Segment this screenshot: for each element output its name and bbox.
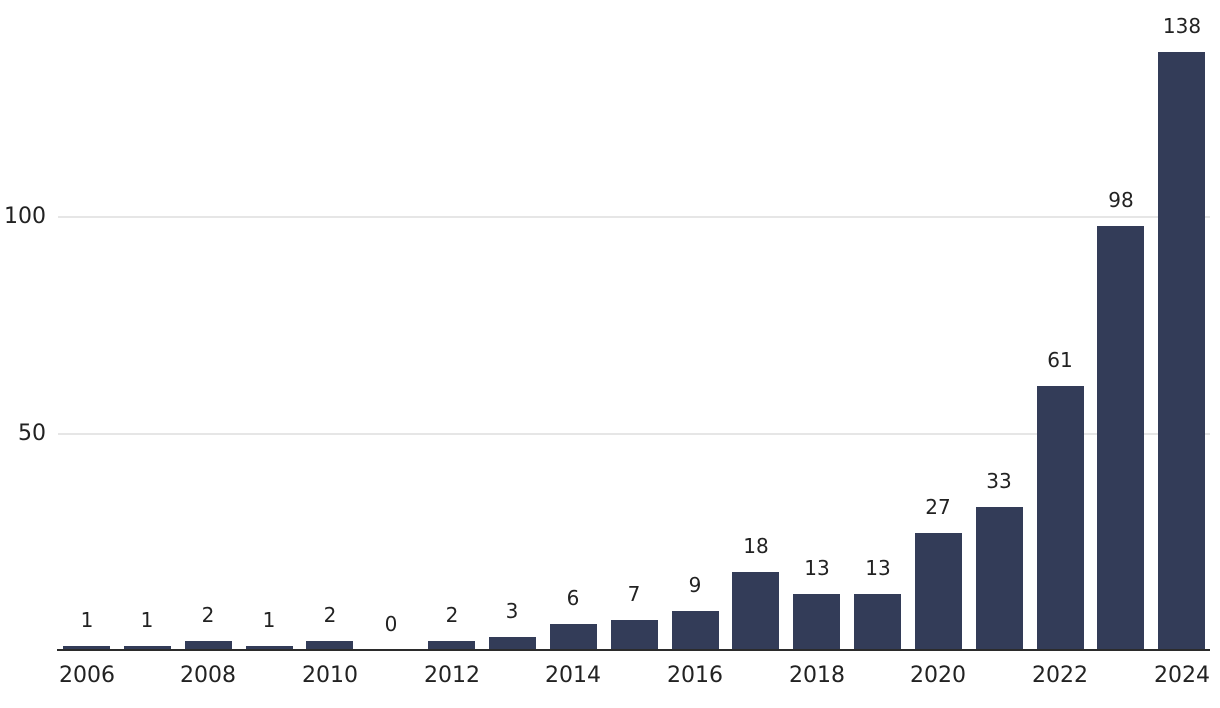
gridline-100 [58, 216, 1210, 218]
bar-2022 [1037, 386, 1084, 650]
x-tick-label-2016: 2016 [667, 663, 723, 688]
bar-2024 [1158, 52, 1205, 650]
x-tick-label-2024: 2024 [1154, 663, 1210, 688]
bar-2016 [672, 611, 719, 650]
bar-2014 [550, 624, 597, 650]
bar-2006 [63, 646, 110, 650]
value-label-2010: 2 [323, 603, 337, 627]
x-tick-label-2008: 2008 [180, 663, 236, 688]
gridline-50 [58, 433, 1210, 435]
x-tick-label-2010: 2010 [302, 663, 358, 688]
value-label-2016: 9 [688, 573, 702, 597]
bar-2023 [1097, 226, 1144, 650]
bar-2019 [854, 594, 901, 650]
bar-2017 [732, 572, 779, 650]
y-tick-label-50: 50 [18, 421, 46, 446]
bar-2013 [489, 637, 536, 650]
value-label-2013: 3 [505, 599, 519, 623]
value-label-2009: 1 [262, 608, 276, 632]
y-tick-label-100: 100 [4, 204, 46, 229]
value-label-2015: 7 [627, 582, 641, 606]
value-label-2021: 33 [986, 469, 1012, 493]
x-tick-label-2006: 2006 [59, 663, 115, 688]
value-label-2018: 13 [804, 556, 830, 580]
value-label-2024: 138 [1162, 14, 1202, 38]
value-label-2017: 18 [743, 534, 769, 558]
value-label-2014: 6 [566, 586, 580, 610]
bar-2009 [246, 646, 293, 650]
x-tick-label-2020: 2020 [910, 663, 966, 688]
bar-2018 [793, 594, 840, 650]
x-axis-line [57, 649, 1210, 651]
x-tick-label-2014: 2014 [545, 663, 601, 688]
value-label-2007: 1 [140, 608, 154, 632]
value-label-2020: 27 [925, 495, 951, 519]
bar-2020 [915, 533, 962, 650]
value-label-2019: 13 [865, 556, 891, 580]
x-tick-label-2022: 2022 [1032, 663, 1088, 688]
bar-2021 [976, 507, 1023, 650]
value-label-2012: 2 [445, 603, 459, 627]
bar-2010 [306, 641, 353, 650]
bar-2012 [428, 641, 475, 650]
value-label-2023: 98 [1108, 188, 1134, 212]
value-label-2006: 1 [80, 608, 94, 632]
value-label-2008: 2 [201, 603, 215, 627]
x-tick-label-2012: 2012 [424, 663, 480, 688]
bar-2015 [611, 620, 658, 650]
x-tick-label-2018: 2018 [789, 663, 845, 688]
bar-2007 [124, 646, 171, 650]
bar-2008 [185, 641, 232, 650]
value-label-2022: 61 [1047, 348, 1073, 372]
value-label-2011: 0 [384, 612, 398, 636]
